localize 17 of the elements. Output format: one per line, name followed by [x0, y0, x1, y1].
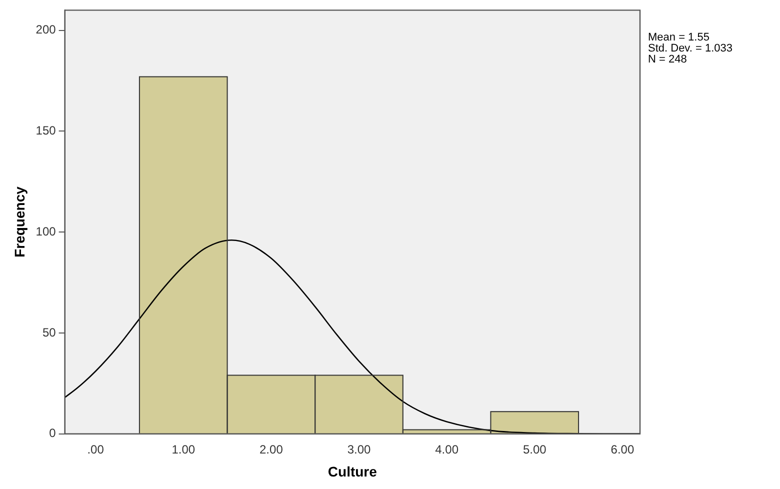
x-tick-label: 5.00 — [522, 442, 547, 456]
x-tick-label: 2.00 — [260, 442, 284, 456]
x-tick-label: 6.00 — [610, 442, 634, 456]
y-tick-label: 0 — [49, 426, 56, 440]
x-tick-label: 3.00 — [347, 442, 371, 456]
x-axis-title: Culture — [328, 463, 378, 480]
x-tick-label: 1.00 — [172, 442, 196, 456]
x-tick-label: 4.00 — [435, 442, 459, 456]
text: N = 248 — [648, 54, 687, 66]
x-tick-label: .00 — [87, 442, 104, 456]
y-tick-label: 100 — [36, 224, 56, 238]
text: Std. Dev. = 1.033 — [648, 42, 732, 55]
text: Mean = 1.55 — [648, 32, 710, 44]
y-tick-label: 200 — [36, 22, 56, 37]
y-tick-label: 50 — [42, 325, 56, 340]
y-axis-title: Frequency — [11, 186, 28, 258]
y-tick-label: 150 — [36, 124, 56, 138]
